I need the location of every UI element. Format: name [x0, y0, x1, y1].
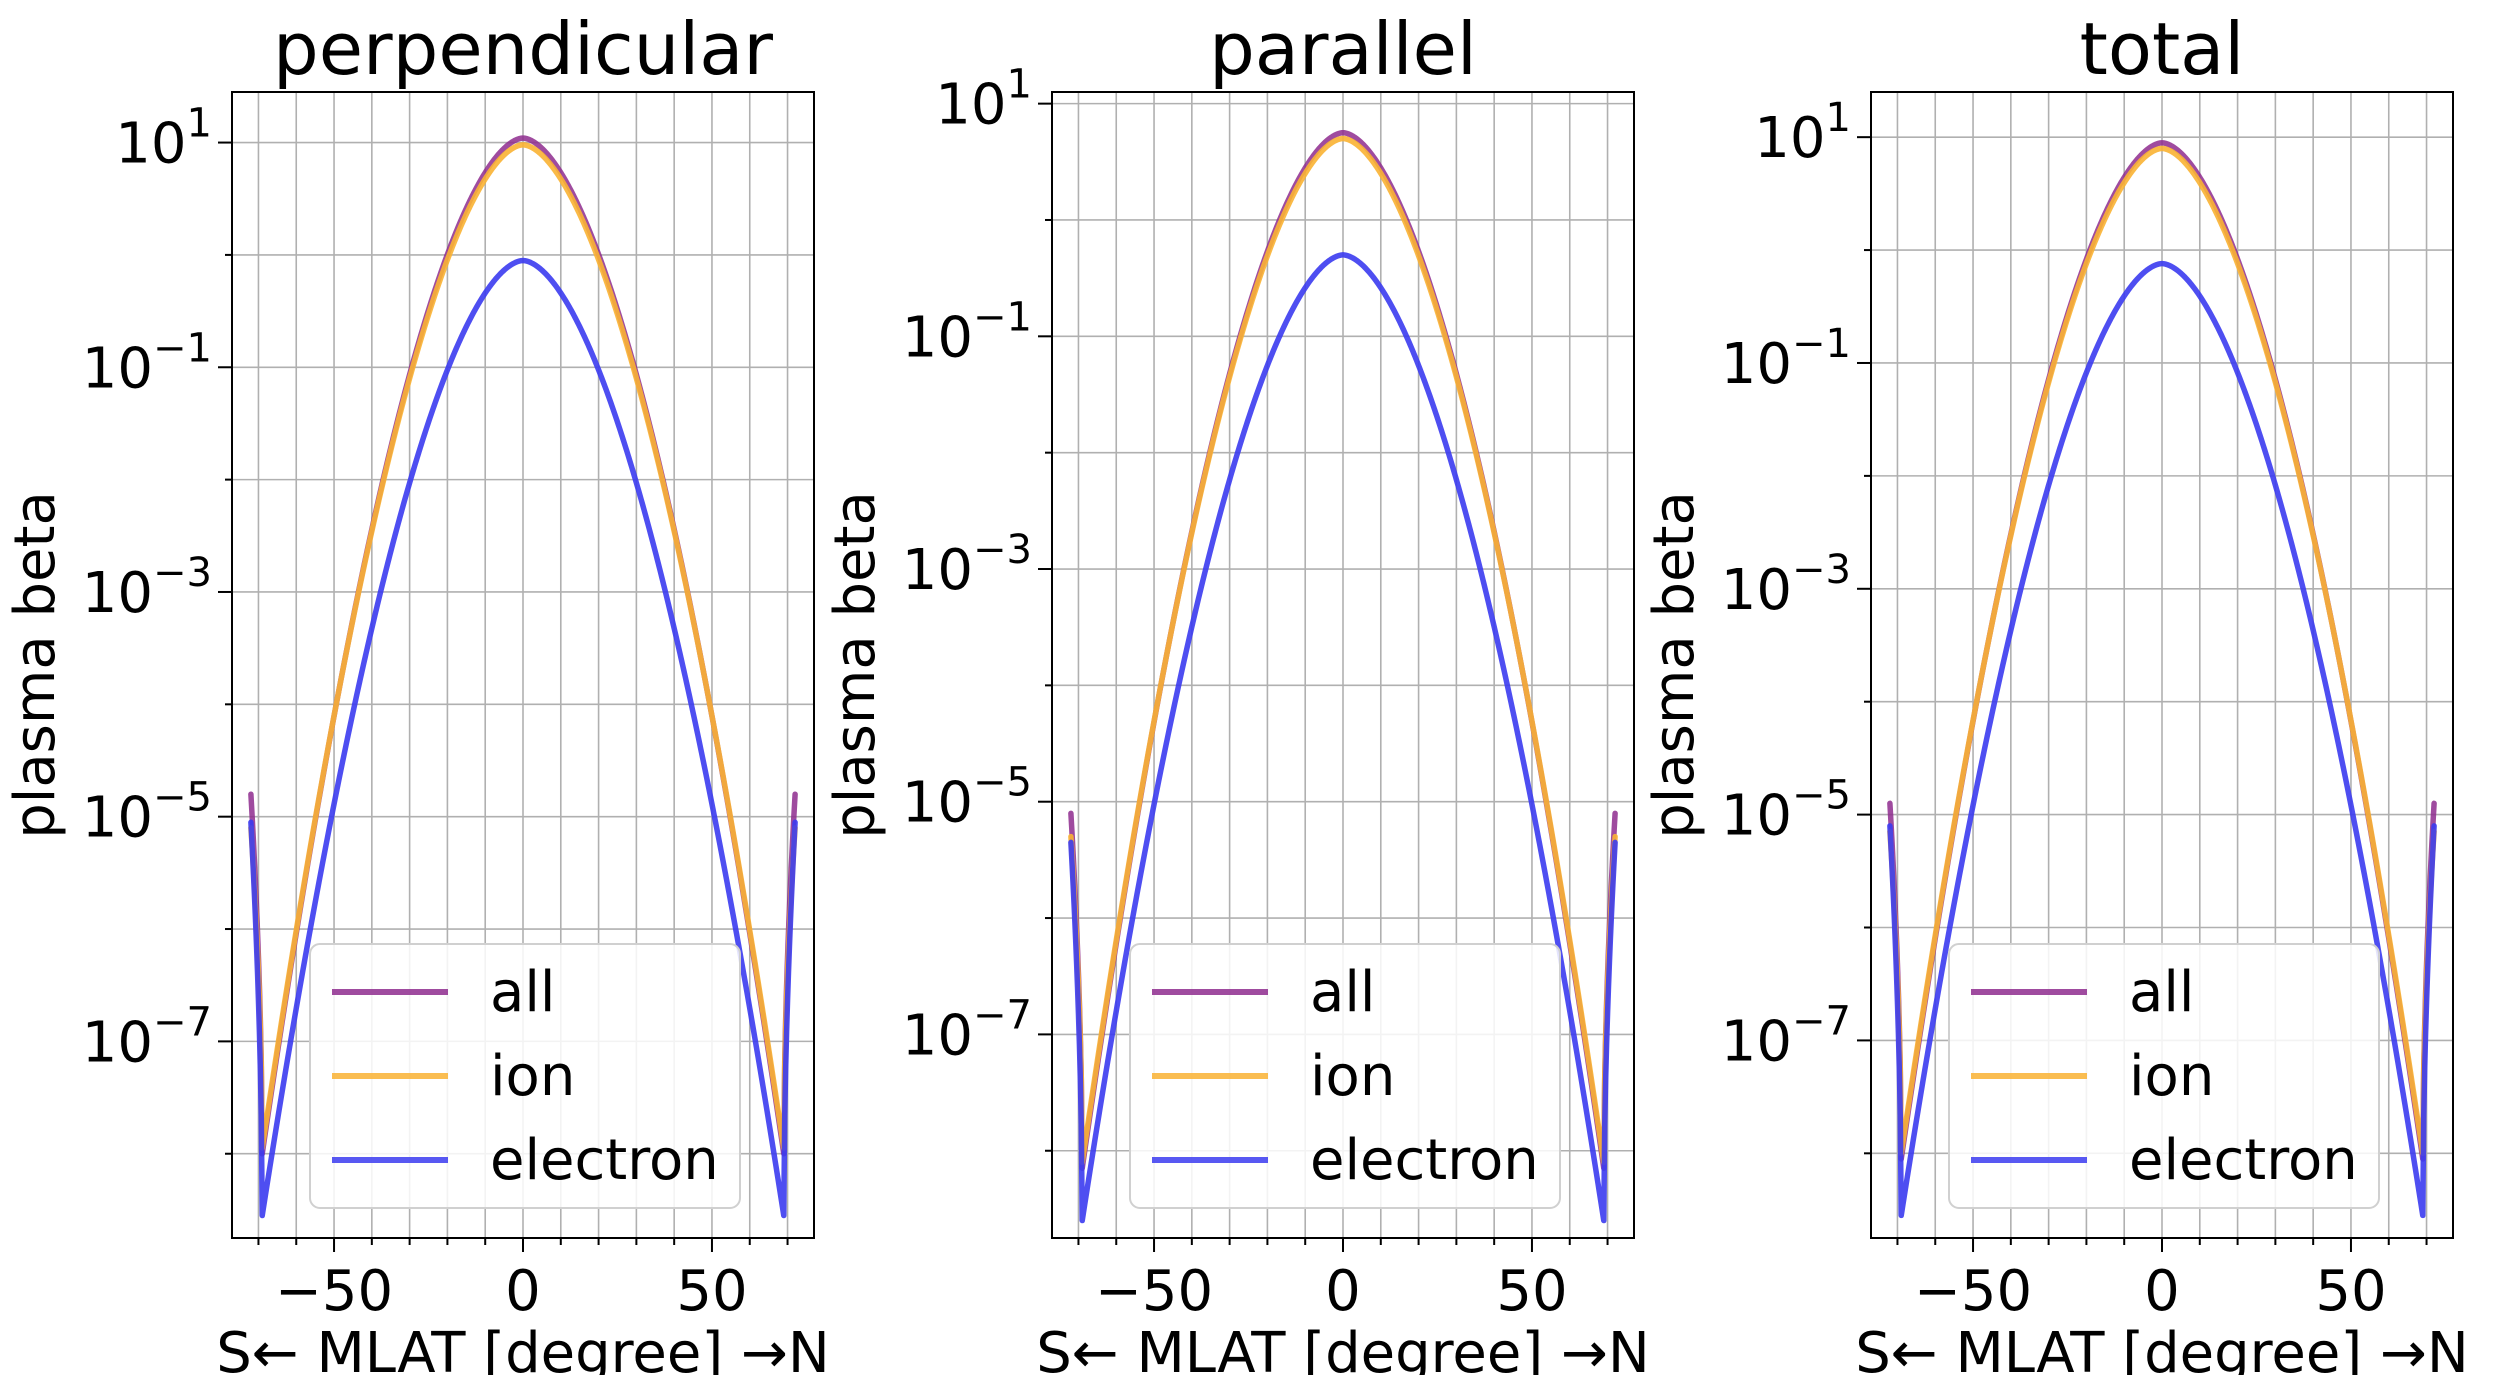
y-tick-exponent: −1: [1792, 321, 1851, 367]
y-tick-base: 10: [82, 786, 153, 851]
y-tick-exponent: −1: [153, 325, 212, 371]
legend-label-electron: electron: [490, 1128, 719, 1193]
x-tick-label: 50: [1496, 1259, 1567, 1324]
x-tick-label: −50: [1914, 1259, 2032, 1324]
y-tick-base: 10: [82, 336, 153, 401]
y-tick-label: 101: [1754, 95, 1851, 171]
y-tick-base: 10: [902, 771, 973, 836]
series-line-electron: [248, 257, 798, 1219]
x-axis-label: S← MLAT [degree] →N: [1036, 1321, 1650, 1375]
y-tick-label: 10−7: [82, 999, 212, 1075]
y-tick-exponent: −7: [153, 999, 212, 1045]
subplot-title: parallel: [1209, 7, 1477, 91]
y-tick-exponent: −3: [1792, 547, 1851, 593]
y-tick-label: 10−5: [1721, 773, 1851, 849]
y-tick-base: 10: [935, 73, 1006, 138]
legend-label-electron: electron: [1310, 1128, 1539, 1193]
subplot-title: perpendicular: [273, 7, 773, 91]
y-tick-base: 10: [1721, 784, 1792, 849]
x-tick-label: −50: [275, 1259, 393, 1324]
legend-frame: [309, 943, 741, 1209]
subplot-title: total: [2080, 7, 2245, 91]
x-axis-label: S← MLAT [degree] →N: [1855, 1321, 2469, 1375]
series-group: [1068, 129, 1618, 1224]
x-axis-label: S← MLAT [degree] →N: [216, 1321, 830, 1375]
series-line-electron: [1068, 252, 1618, 1224]
x-tick-label: 50: [2315, 1259, 2386, 1324]
x-tick-label: −50: [1095, 1259, 1213, 1324]
y-tick-label: 10−5: [902, 760, 1032, 836]
y-axis-label: plasma beta: [823, 491, 888, 839]
series-group: [248, 135, 798, 1219]
y-tick-base: 10: [82, 561, 153, 626]
y-tick-base: 10: [1721, 1009, 1792, 1074]
y-tick-label: 10−1: [1721, 321, 1851, 397]
y-tick-base: 10: [115, 112, 186, 177]
y-axis-label: plasma beta: [3, 491, 68, 839]
x-tick-label: 0: [1325, 1259, 1361, 1324]
series-line-ion: [1068, 135, 1618, 1166]
y-tick-base: 10: [82, 1010, 153, 1075]
x-tick-label: 0: [2144, 1259, 2180, 1324]
y-tick-base: 10: [902, 1003, 973, 1068]
y-tick-exponent: 1: [187, 101, 212, 147]
series-line-ion: [1887, 145, 2437, 1157]
y-tick-label: 10−1: [82, 325, 212, 401]
y-tick-label: 10−5: [82, 775, 212, 851]
y-tick-exponent: 1: [1007, 62, 1032, 108]
y-tick-base: 10: [902, 305, 973, 370]
y-axis-label: plasma beta: [1642, 491, 1707, 839]
subplot-1: −50 0 5010110−110−310−510−7perpendicularS←…: [3, 7, 830, 1375]
legend: all ion electron: [1129, 943, 1561, 1209]
legend-label-all: all: [1310, 960, 1375, 1025]
y-tick-label: 10−1: [902, 294, 1032, 370]
y-tick-exponent: −1: [973, 294, 1032, 340]
x-tick-label: 50: [676, 1259, 747, 1324]
x-tick-label: 0: [505, 1259, 541, 1324]
legend-label-all: all: [490, 960, 555, 1025]
y-tick-label: 10−3: [82, 550, 212, 626]
y-tick-label: 10−3: [902, 527, 1032, 603]
y-tick-label: 10−3: [1721, 547, 1851, 623]
y-tick-exponent: −7: [1792, 998, 1851, 1044]
legend: all ion electron: [1948, 943, 2380, 1209]
series-line-electron: [1887, 260, 2437, 1219]
y-tick-base: 10: [902, 538, 973, 603]
y-tick-label: 101: [115, 101, 212, 177]
legend-frame: [1129, 943, 1561, 1209]
y-tick-exponent: 1: [1826, 95, 1851, 141]
series-line-ion: [248, 142, 798, 1151]
y-tick-exponent: −5: [973, 760, 1032, 806]
legend: all ion electron: [309, 943, 741, 1209]
legend-label-ion: ion: [2129, 1044, 2214, 1109]
y-tick-label: 10−7: [1721, 998, 1851, 1074]
y-tick-base: 10: [1721, 332, 1792, 397]
y-tick-exponent: −7: [973, 992, 1032, 1038]
y-tick-exponent: −3: [153, 550, 212, 596]
legend-label-electron: electron: [2129, 1128, 2358, 1193]
legend-label-ion: ion: [1310, 1044, 1395, 1109]
legend-label-ion: ion: [490, 1044, 575, 1109]
series-group: [1887, 140, 2437, 1219]
legend-frame: [1948, 943, 2380, 1209]
y-tick-exponent: −5: [1792, 773, 1851, 819]
y-tick-exponent: −5: [153, 775, 212, 821]
y-tick-base: 10: [1721, 558, 1792, 623]
y-tick-exponent: −3: [973, 527, 1032, 573]
y-tick-base: 10: [1754, 106, 1825, 171]
y-tick-label: 10−7: [902, 992, 1032, 1068]
legend-label-all: all: [2129, 960, 2194, 1025]
y-tick-label: 101: [935, 62, 1032, 138]
